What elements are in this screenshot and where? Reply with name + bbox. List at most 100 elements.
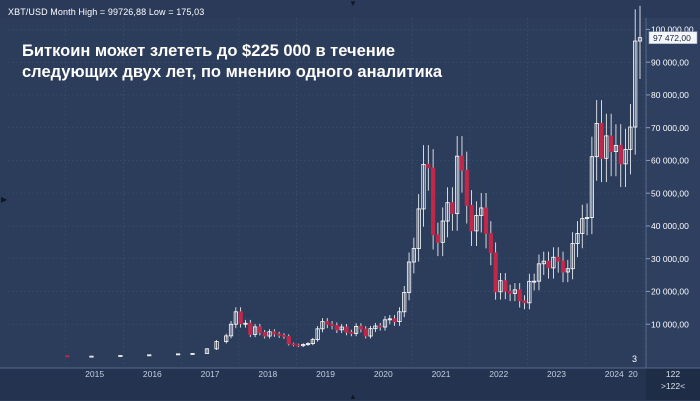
candle-up [411, 248, 416, 263]
candle-up [445, 202, 450, 222]
candle-down [507, 290, 513, 294]
price-axis-panel [646, 18, 700, 368]
candle-up [382, 319, 388, 328]
top-scroll-arrow-icon[interactable]: ▼ [349, 0, 357, 8]
candle-up [315, 328, 320, 341]
candle-down [450, 202, 455, 214]
candle-up [252, 326, 258, 335]
zoom-count-label: 122 [666, 369, 680, 379]
y-tick-label: 100 000,00 [651, 25, 694, 35]
candle-up [373, 325, 378, 330]
candle-up [354, 325, 359, 334]
candle-up [190, 353, 195, 355]
candle-up [623, 149, 628, 165]
candle-down [296, 344, 301, 347]
candle-down [560, 260, 566, 273]
candle-down [556, 256, 561, 262]
candle-up [440, 220, 445, 243]
x-tick-label: 2018 [258, 369, 277, 379]
candle-down [262, 332, 267, 337]
candle-down [609, 135, 614, 152]
candle-down [522, 300, 527, 304]
y-tick-label: 20 000,00 [651, 287, 689, 297]
candle-down [329, 323, 335, 326]
candle-down [517, 289, 522, 302]
symbol-header: XBT/USD Month High = 99726,88 Low = 175,… [8, 7, 205, 17]
candle-up [604, 135, 609, 159]
candle-up [637, 37, 643, 42]
y-tick-label: 80 000,00 [651, 90, 689, 100]
candle-up [479, 207, 484, 216]
candle-up [406, 261, 412, 293]
candle-up [575, 233, 580, 244]
candle-layer [65, 5, 643, 358]
time-axis-band [0, 368, 646, 400]
candle-up [512, 289, 518, 294]
zoom-panel [646, 368, 700, 400]
candle-up [310, 339, 315, 344]
candle-down [325, 321, 330, 325]
last-price-badge [648, 31, 698, 44]
candle-up [532, 280, 537, 283]
candle-down [65, 355, 70, 358]
candle-up [214, 341, 219, 350]
candle-down [277, 333, 282, 336]
bars-count-label: 3 [632, 354, 637, 364]
candle-down [272, 331, 277, 335]
candle-down [464, 169, 469, 206]
candle-up [416, 208, 421, 249]
candle-up [243, 322, 248, 325]
candle-up [551, 256, 556, 269]
x-tick-label: 2023 [547, 369, 566, 379]
candle-down [349, 331, 354, 334]
candle-up [613, 144, 619, 152]
candle-up [118, 355, 123, 357]
x-tick-label: 2015 [85, 369, 104, 379]
candle-up [301, 344, 306, 347]
candle-down [238, 311, 243, 324]
candle-up [368, 328, 373, 337]
candle-down [378, 325, 383, 328]
candle-down [546, 260, 551, 269]
x-tick-label: 2024 [605, 369, 624, 379]
candle-down [599, 123, 604, 159]
candle-down [344, 326, 349, 333]
candle-up [204, 348, 210, 354]
y-tick-label: 70 000,00 [651, 123, 689, 133]
candle-down [286, 335, 291, 345]
candle-up [474, 215, 479, 232]
x-tick-label: 20 [628, 369, 638, 379]
candle-up [228, 323, 234, 337]
candle-down [503, 280, 508, 292]
candle-down [392, 318, 397, 323]
candle-up [421, 163, 426, 210]
candle-down [291, 343, 296, 346]
left-scroll-arrow-icon[interactable]: ▶ [1, 195, 8, 204]
axis-layer: 10 000,00 20 000,00 30 000,00 40 000,00 50 0… [85, 25, 698, 391]
y-tick-label: 60 000,00 [651, 156, 689, 166]
candle-down [483, 207, 489, 234]
candle-up [387, 318, 392, 321]
bottom-scroll-arrow-icon[interactable]: ▲ [349, 392, 357, 401]
candle-up [305, 343, 311, 345]
x-tick-label: 2021 [432, 369, 451, 379]
y-tick-label: 40 000,00 [651, 221, 689, 231]
candle-down [248, 322, 253, 335]
candle-down [363, 328, 368, 337]
candle-down [281, 334, 287, 337]
candle-up [320, 321, 325, 330]
y-tick-label: 10 000,00 [651, 319, 689, 329]
candle-up [527, 280, 532, 304]
candle-down [493, 252, 498, 293]
candle-up [176, 353, 181, 356]
candle-down [435, 234, 441, 243]
y-tick-label: 50 000,00 [651, 188, 689, 198]
headline-text: Биткоин может злететь до $225 000 в тече… [22, 42, 443, 81]
candle-up [89, 355, 94, 358]
candle-down [431, 167, 436, 236]
candle-down [257, 326, 262, 333]
candle-up [402, 292, 407, 313]
